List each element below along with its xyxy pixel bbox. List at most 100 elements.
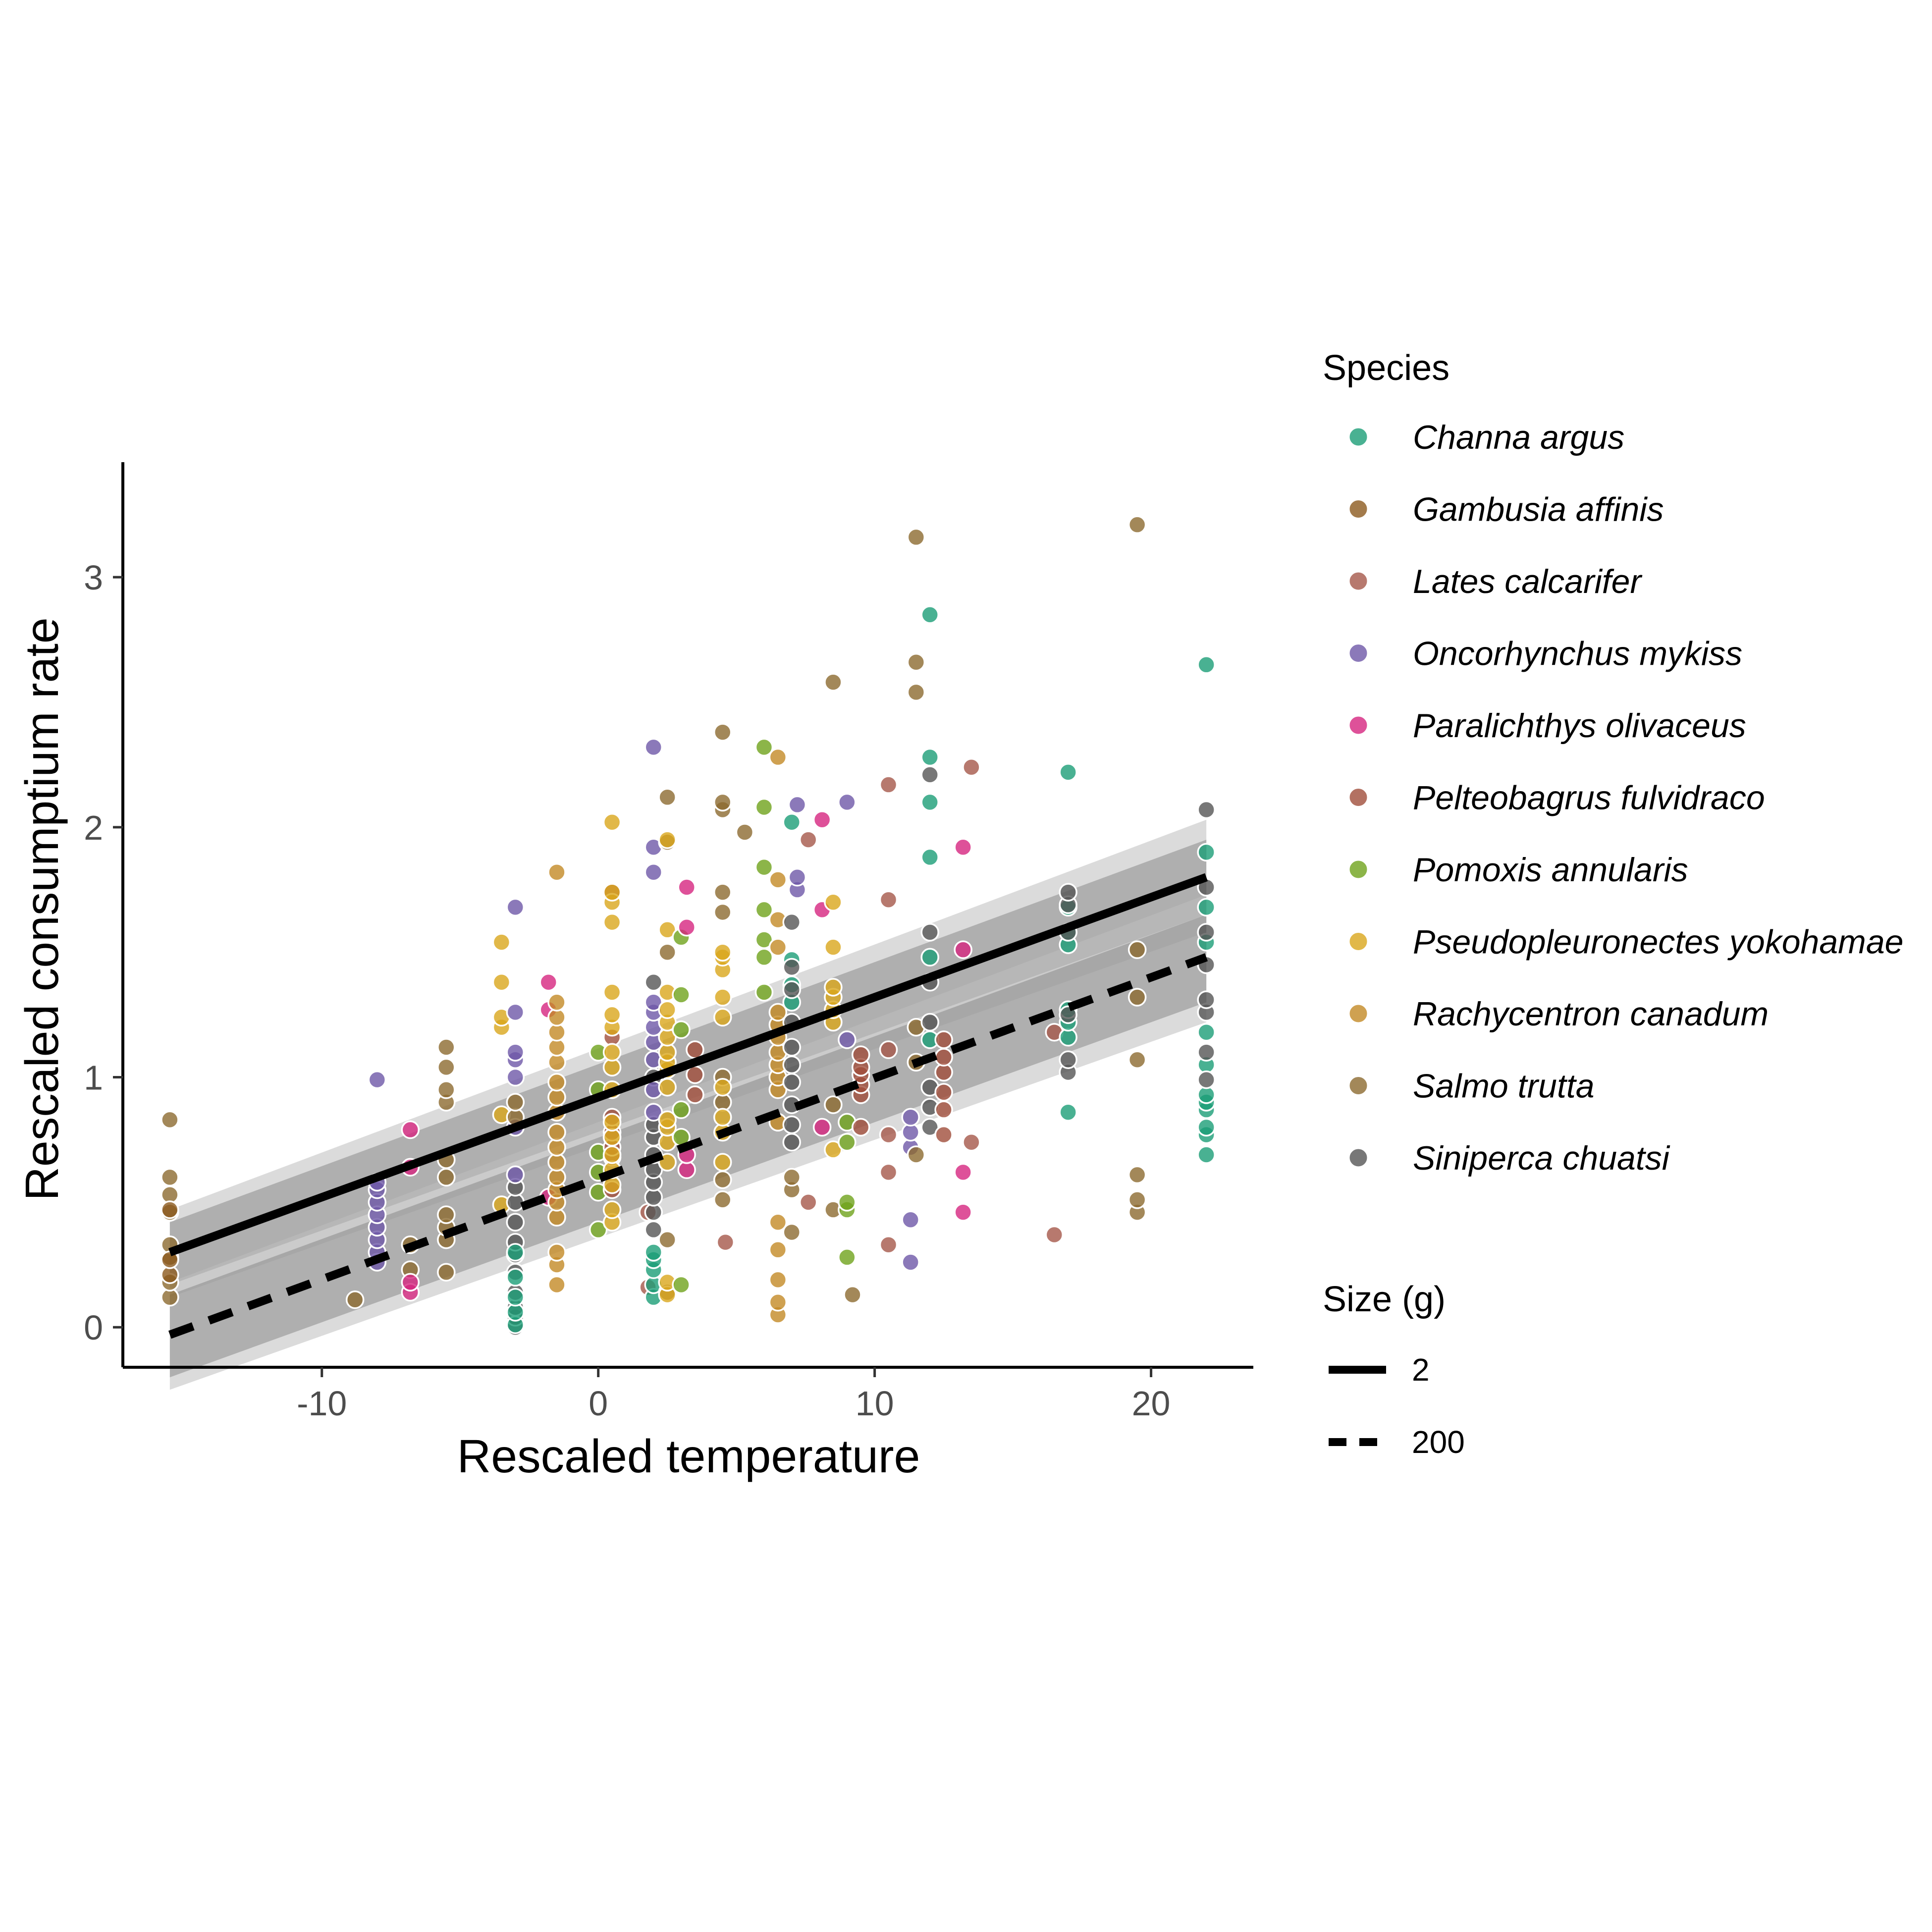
data-point [735,823,754,842]
data-point [754,738,774,757]
data-point [547,1073,566,1092]
data-point [547,862,566,882]
data-point [1127,940,1147,959]
data-point [672,1100,691,1119]
data-point [658,1000,677,1020]
axis-ticks: -10 0 10 20 0 1 2 3 [84,558,1170,1423]
data-point [1127,988,1147,1007]
data-point [851,1045,870,1064]
data-point [1127,1190,1147,1209]
species-legend-key [1348,1075,1369,1096]
data-point [838,1133,857,1152]
fit-lines [168,873,1208,1339]
data-point [1127,515,1147,534]
data-point [824,978,843,997]
data-point [812,810,832,829]
data-point [838,1193,857,1212]
x-tick-label: 10 [856,1384,894,1423]
data-point [879,775,898,794]
data-point [1197,655,1216,674]
data-point [1059,883,1077,902]
species-legend: Species Channa argus Gambusia affinis Late… [1323,348,1903,1177]
size-legend: Size (g) 2 200 [1323,1280,1465,1460]
data-point [644,973,663,992]
data-point [768,1003,788,1022]
data-point [1059,1050,1077,1069]
data-point [954,1203,972,1222]
data-point [934,1100,953,1119]
x-tick-label: 0 [589,1384,608,1423]
data-point [644,862,663,882]
data-point [1045,1225,1064,1244]
data-point [658,1077,677,1097]
data-point [782,1073,801,1092]
species-legend-label: Pseudopleuronectes yokohamae [1413,923,1903,961]
data-point [843,1285,862,1304]
data-point [161,1200,179,1219]
data-point [368,1070,387,1089]
data-points [161,515,1216,1337]
x-tick-label: -10 [297,1384,347,1423]
size-legend-label: 2 [1412,1352,1430,1388]
data-point [345,1290,365,1309]
data-point [1197,843,1216,862]
data-point [716,1233,735,1252]
data-point [824,673,843,692]
data-point [713,723,732,742]
data-point [838,1030,857,1049]
species-legend-label: Salmo trutta [1413,1068,1595,1105]
species-legend-key [1348,787,1369,807]
data-point [437,1080,456,1099]
data-point [782,1055,801,1074]
data-point [547,1275,566,1294]
data-point [920,793,939,812]
data-point [658,830,677,849]
data-point [879,1235,898,1254]
data-point [920,1013,939,1032]
data-point [920,848,939,867]
data-point [602,1113,622,1132]
data-point [824,1095,843,1114]
data-point [506,1068,525,1087]
data-point [713,1108,732,1127]
data-point [879,1163,898,1182]
data-point [1197,1118,1216,1137]
data-point [713,883,732,902]
data-point [768,870,788,889]
data-point [547,1123,566,1142]
data-point [879,1125,898,1144]
data-point [713,1153,732,1172]
data-point [1127,1050,1147,1069]
species-legend-label: Siniperca chuatsi [1413,1139,1670,1177]
data-point [920,748,939,767]
data-point [506,1268,525,1287]
data-point [1059,1103,1077,1122]
data-point [539,973,558,992]
species-legend-key [1348,859,1369,880]
data-point [1197,1070,1216,1089]
data-point [934,1083,953,1102]
species-legend-key [1348,427,1369,447]
data-point [754,798,774,817]
data-point [506,1043,525,1062]
data-point [672,1275,691,1294]
fit-line-2 [168,873,1208,1256]
species-legend-label: Pelteobagrus fulvidraco [1413,779,1765,817]
data-point [934,1125,953,1144]
y-tick-label: 1 [84,1059,103,1097]
data-point [812,1118,832,1137]
data-point [161,1168,179,1187]
size-legend-title: Size (g) [1323,1280,1446,1319]
data-point [768,1270,788,1289]
y-axis-title: Rescaled consumptium rate [16,617,68,1200]
data-point [768,748,788,767]
data-point [920,923,939,942]
data-point [506,1003,525,1022]
data-point [824,938,843,957]
data-point [1059,763,1077,782]
data-point [920,765,939,784]
data-point [920,948,939,967]
fit-line-200 [168,953,1208,1339]
data-point [1197,990,1216,1009]
